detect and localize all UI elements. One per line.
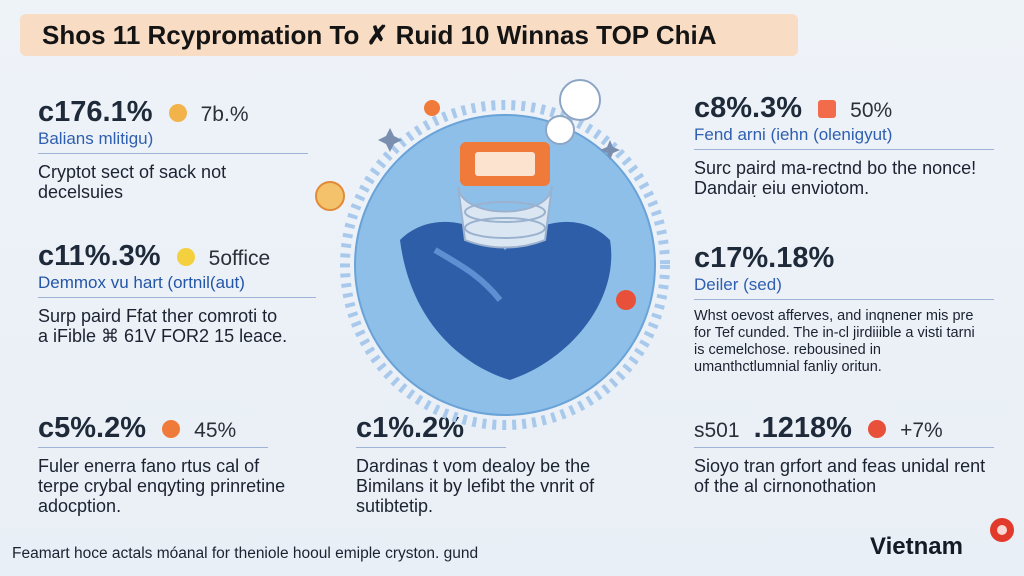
- stat-number: c11%.3%: [38, 240, 161, 272]
- page-title: Shos 11 Rcypromation To ✗ Ruid 10 Winnas…: [42, 20, 717, 50]
- sparkle-icon: [378, 128, 402, 152]
- pin-icon: [616, 290, 636, 310]
- stat-extra: +7%: [900, 419, 943, 442]
- stat-extra: 50%: [850, 99, 893, 122]
- decorative-icons: [315, 79, 636, 310]
- stat-subtitle: Balians mlitigu): [38, 129, 154, 148]
- server-stack-icon: [457, 185, 553, 249]
- stat-value: c11%.3% 5office: [38, 240, 318, 273]
- stat-description: Fuler enerra fano rtus cal of terpe cryb…: [38, 456, 286, 516]
- coin-icon: [315, 181, 345, 211]
- title-banner: Shos 11 Rcypromation To ✗ Ruid 10 Winnas…: [20, 14, 798, 56]
- starburst-ring: [340, 100, 670, 430]
- stat-extra: 45%: [194, 419, 237, 442]
- stat-block-2: c11%.3% 5office Demmox vu hart (ortnil(a…: [38, 240, 318, 346]
- stat-value: c17%.18%: [694, 242, 835, 274]
- stat-block-5: c8%.3% 50% Fend arni (iehn (olenigyut) S…: [694, 92, 994, 198]
- stat-description: Sioyo tran grfort and feas unidal rent o…: [694, 456, 986, 496]
- stat-description: Cryptot sect of sack not decelsuies: [38, 162, 227, 202]
- stat-value: c176.1% 7b.%: [38, 96, 310, 129]
- divider: [38, 153, 308, 154]
- stat-value: c5%.2% 45%: [38, 412, 298, 445]
- stat-subtitle: Deiler (sed): [694, 275, 782, 294]
- brand-logo-text: Vietnam: [870, 533, 963, 560]
- stat-value: s501 .1218% +7%: [694, 412, 994, 445]
- divider: [38, 297, 316, 298]
- stat-description: Dardinas t vom dealoy be the Bimilans it…: [356, 456, 595, 516]
- stat-number: .1218%: [753, 412, 852, 444]
- stat-number: c8%.3%: [694, 92, 803, 124]
- stat-subtitle: Demmox vu hart (ortnil(aut): [38, 273, 245, 292]
- stat-value: c8%.3% 50%: [694, 92, 994, 125]
- globe-illustration: [340, 100, 670, 430]
- coin-icon: [168, 104, 187, 123]
- divider: [38, 447, 268, 448]
- divider: [356, 447, 506, 448]
- badge-icon: [424, 100, 440, 116]
- bulb-icon: [176, 248, 195, 267]
- divider: [694, 447, 994, 448]
- stat-number: c5%.2%: [38, 412, 147, 444]
- stat-block-7: s501 .1218% +7% Sioyo tran grfort and fe…: [694, 412, 994, 496]
- divider: [694, 149, 994, 150]
- stat-description: Surp paird Ffat ther comroti to a iFible…: [38, 306, 288, 346]
- sparkle-icon: [600, 140, 620, 160]
- target-icon: [162, 420, 181, 439]
- stat-description: Surc paird ma-rectnd bo the nonce! Danda…: [694, 158, 977, 198]
- stat-prefix: s501: [694, 419, 740, 442]
- stat-extra: 7b.%: [200, 103, 249, 126]
- chart-icon: [818, 100, 837, 119]
- footer-note: Feamart hoce actals móanal for theniole …: [12, 545, 479, 562]
- cloud-icon: [545, 115, 575, 145]
- stat-block-3: c5%.2% 45% Fuler enerra fano rtus cal of…: [38, 412, 298, 516]
- stat-subtitle: Fend arni (iehn (olenigyut): [694, 125, 893, 144]
- stat-extra: 5office: [208, 247, 271, 270]
- stat-block-6: c17%.18% Deiler (sed) Whst oevost afferv…: [694, 242, 994, 376]
- stat-number: c176.1%: [38, 96, 153, 128]
- stat-block-1: c176.1% 7b.% Balians mlitigu) Cryptot se…: [38, 96, 310, 202]
- stat-description: Whst oevost afferves, and inqnener mis p…: [694, 308, 975, 375]
- flame-icon: [868, 420, 887, 439]
- cloud-icon: [559, 79, 601, 121]
- divider: [694, 299, 994, 300]
- brand-badge-icon: [990, 518, 1014, 542]
